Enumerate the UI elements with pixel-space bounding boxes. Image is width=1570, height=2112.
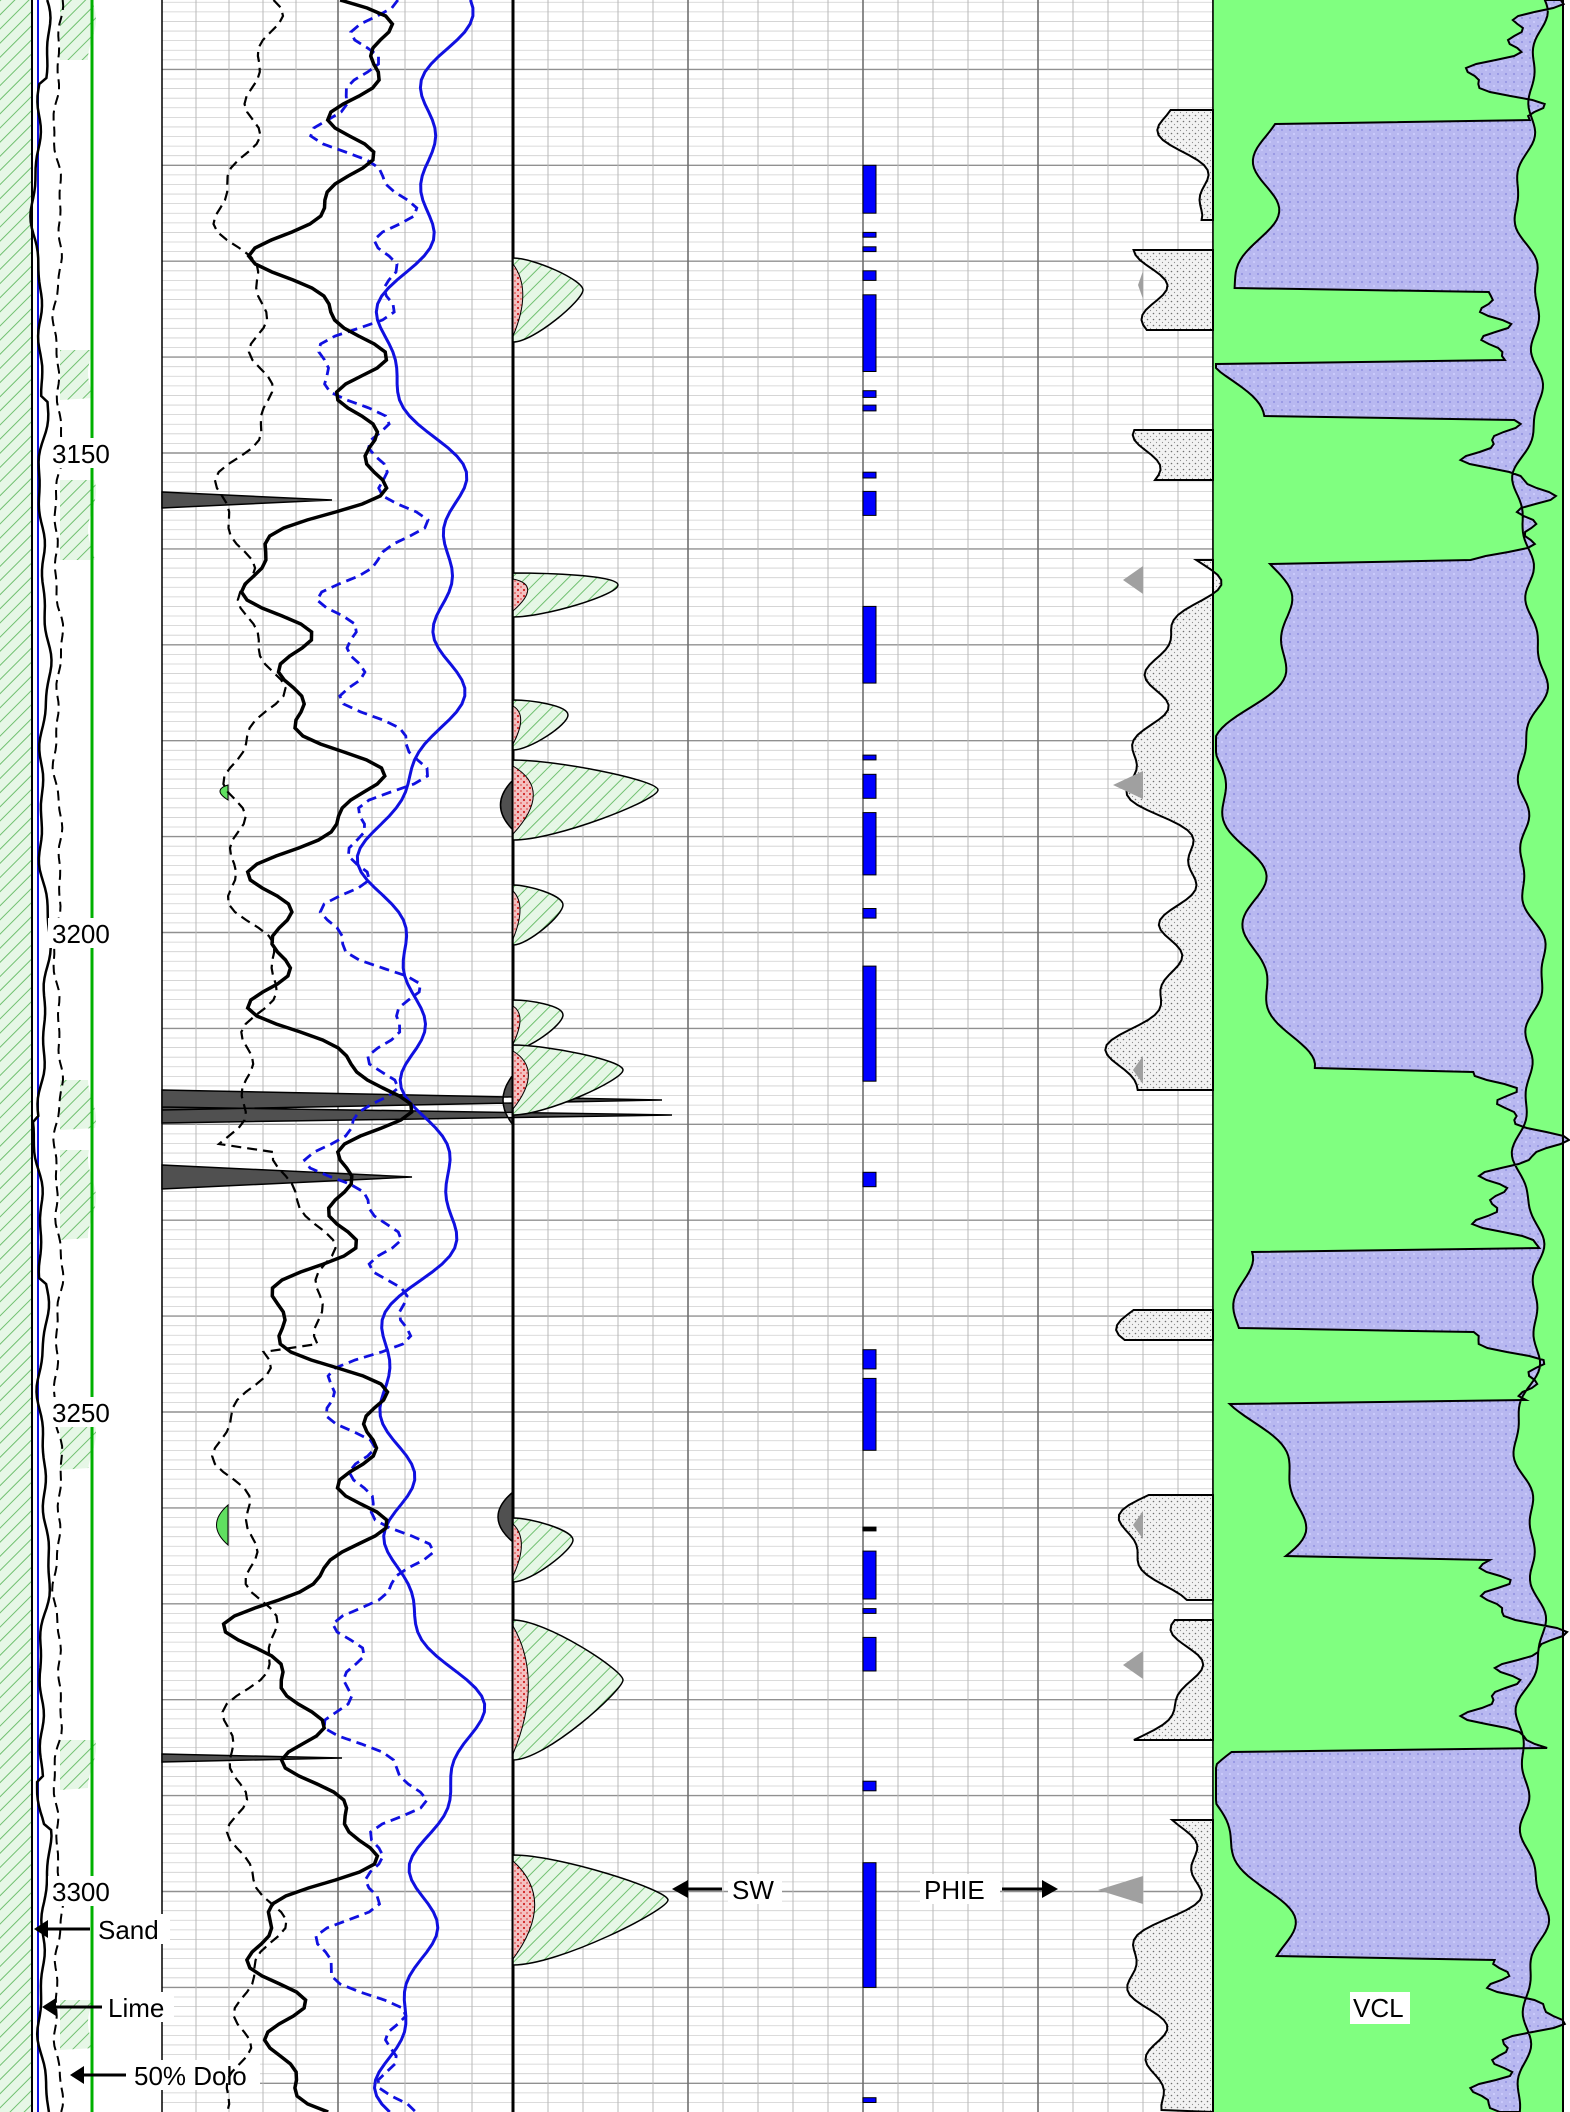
dolo-arrowhead [70, 2066, 84, 2084]
phie-stipple-fill [1104, 109, 1223, 2112]
phie-annotation: PHIE [920, 1874, 1058, 1905]
sw-fills [512, 257, 669, 1966]
phie-vcl-track: PHIE VCL [920, 0, 1570, 2112]
pay-flag [862, 231, 877, 238]
sw-lobe [512, 699, 569, 751]
sw-red-fill [512, 889, 521, 940]
pay-flag [862, 812, 877, 876]
phie-label: PHIE [924, 1875, 985, 1905]
pay-flag [862, 1377, 877, 1451]
lithology-green-fill [60, 0, 96, 2050]
sw-red-fill [512, 705, 522, 745]
sw-red-fill [512, 1522, 522, 1577]
pay-flag [862, 2097, 877, 2103]
pay-flag [862, 404, 877, 412]
sw-lobe [512, 1619, 624, 1761]
pay-flag [862, 246, 877, 253]
pay-flag [862, 908, 877, 919]
sw-red-fill [512, 765, 534, 836]
pay-flag [862, 1526, 877, 1532]
neutron-curve [210, 0, 337, 2112]
sw-lobe [512, 572, 619, 618]
sand-arrowhead [34, 1920, 48, 1938]
pay-flag [862, 1608, 877, 1614]
resistivity-curve [355, 0, 487, 2112]
sw-lobe [512, 759, 659, 841]
density-curve [302, 0, 436, 2112]
sw-annotation: SW [672, 1874, 782, 1905]
sand-fraction-fill [0, 0, 32, 2112]
gas-green-fill [216, 784, 229, 1547]
sw-red-fill [512, 1624, 529, 1755]
sw-red-fill [512, 1859, 536, 1961]
pay-flag [862, 490, 877, 516]
pay-flag [862, 773, 877, 799]
pay-flag [862, 1636, 877, 1672]
gamma-curve [221, 0, 414, 2112]
phie-arrowhead [1042, 1880, 1058, 1898]
pay-flag [862, 294, 877, 372]
sw-red-fill [512, 262, 524, 337]
pay-flag [862, 605, 877, 684]
pay-flags [862, 164, 877, 2103]
sw-lobe [512, 1517, 574, 1583]
sw-lobe [512, 1854, 669, 1966]
depth-label-3300: 3300 [52, 1877, 110, 1907]
sw-lobe [512, 1044, 624, 1116]
sand-label: Sand [98, 1915, 159, 1945]
pay-flag [862, 965, 877, 1082]
pay-flag [862, 1780, 877, 1792]
lithology-curve [29, 0, 53, 2112]
depth-track: 3150 3200 3250 3300 Sand Lime 50% Dolo [0, 0, 260, 2112]
lime-arrowhead [42, 1998, 56, 2016]
vcl-annotation: VCL [1350, 1992, 1410, 2024]
pay-flag [862, 1171, 877, 1188]
sw-red-fill [512, 578, 529, 613]
pay-flag [862, 1349, 877, 1370]
sw-label: SW [732, 1875, 774, 1905]
lithology-annotations: Sand Lime 50% Dolo [34, 1914, 260, 2091]
vcl-label: VCL [1353, 1993, 1404, 2023]
sw-red-fill [512, 1005, 521, 1045]
pay-flag [862, 754, 877, 761]
pay-flag [862, 390, 877, 398]
pay-flag [862, 1862, 877, 1988]
pay-flag [862, 164, 877, 214]
sw-lobe [512, 257, 584, 343]
depth-label-3150: 3150 [52, 439, 110, 469]
pay-flag [862, 471, 877, 479]
lime-label: Lime [108, 1993, 164, 2023]
sw-lobe [512, 884, 564, 946]
dolo-curve [51, 0, 65, 2112]
sw-red-fill [512, 1050, 529, 1111]
track-grids [161, 0, 1563, 2112]
depth-label-3250: 3250 [52, 1398, 110, 1428]
sw-lobe [512, 999, 564, 1051]
pay-flag [862, 270, 877, 281]
sw-arrowhead [672, 1880, 688, 1898]
vcl-clay-fill [1215, 0, 1570, 2112]
sw-track: SW [512, 164, 877, 2103]
depth-labels: 3150 3200 3250 3300 [48, 438, 120, 1907]
pay-flag [862, 1550, 877, 1600]
depth-label-3200: 3200 [52, 919, 110, 949]
